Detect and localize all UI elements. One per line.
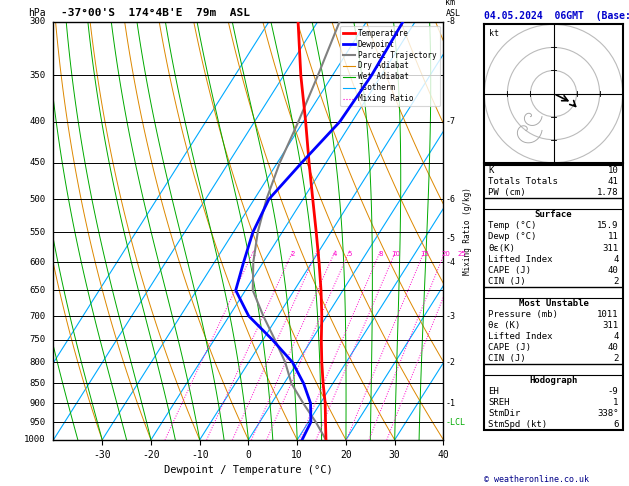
Text: 10: 10 <box>391 251 401 257</box>
Text: -6: -6 <box>445 195 455 204</box>
Text: 4: 4 <box>613 255 618 263</box>
Text: hPa: hPa <box>28 8 46 17</box>
Text: 338°: 338° <box>597 409 618 418</box>
Text: 4: 4 <box>613 332 618 341</box>
Text: 1000: 1000 <box>24 435 46 444</box>
Text: θε (K): θε (K) <box>489 321 521 330</box>
Text: 750: 750 <box>30 335 46 345</box>
Text: CIN (J): CIN (J) <box>489 277 526 286</box>
Text: -9: -9 <box>608 387 618 396</box>
Text: Dewp (°C): Dewp (°C) <box>489 232 537 242</box>
Text: kt: kt <box>489 29 499 38</box>
Text: 450: 450 <box>30 158 46 167</box>
Text: 15: 15 <box>420 251 429 257</box>
Text: © weatheronline.co.uk: © weatheronline.co.uk <box>484 474 589 484</box>
Text: Surface: Surface <box>535 210 572 219</box>
Text: 400: 400 <box>30 117 46 126</box>
Text: 311: 311 <box>603 321 618 330</box>
Text: km
ASL: km ASL <box>445 0 460 17</box>
Text: 850: 850 <box>30 379 46 388</box>
Text: -37°00'S  174°4B'E  79m  ASL: -37°00'S 174°4B'E 79m ASL <box>61 8 250 17</box>
Text: StmSpd (kt): StmSpd (kt) <box>489 420 548 429</box>
Text: PW (cm): PW (cm) <box>489 189 526 197</box>
Text: Hodograph: Hodograph <box>530 376 577 385</box>
Text: 700: 700 <box>30 312 46 320</box>
Text: 1: 1 <box>252 251 256 257</box>
Text: 20: 20 <box>441 251 450 257</box>
Text: -3: -3 <box>445 312 455 320</box>
Text: -LCL: -LCL <box>445 417 465 427</box>
Text: -1: -1 <box>445 399 455 408</box>
Text: 600: 600 <box>30 258 46 267</box>
Text: Lifted Index: Lifted Index <box>489 255 553 263</box>
Text: 1011: 1011 <box>597 310 618 319</box>
Text: 8: 8 <box>379 251 383 257</box>
Text: 550: 550 <box>30 228 46 237</box>
Text: CAPE (J): CAPE (J) <box>489 343 532 352</box>
Text: 5: 5 <box>347 251 352 257</box>
Text: 41: 41 <box>608 177 618 186</box>
Text: -5: -5 <box>445 234 455 243</box>
Text: Pressure (mb): Pressure (mb) <box>489 310 559 319</box>
Text: θε(K): θε(K) <box>489 243 515 253</box>
Text: Mixing Ratio (g/kg): Mixing Ratio (g/kg) <box>463 187 472 275</box>
Text: 1: 1 <box>613 398 618 407</box>
Text: 04.05.2024  06GMT  (Base: 06): 04.05.2024 06GMT (Base: 06) <box>484 11 629 21</box>
X-axis label: Dewpoint / Temperature (°C): Dewpoint / Temperature (°C) <box>164 465 333 475</box>
Text: 800: 800 <box>30 358 46 367</box>
Text: -2: -2 <box>445 358 455 367</box>
Text: 950: 950 <box>30 417 46 427</box>
Text: K: K <box>489 166 494 175</box>
Text: EH: EH <box>489 387 499 396</box>
Text: 11: 11 <box>608 232 618 242</box>
Text: 900: 900 <box>30 399 46 408</box>
Text: CAPE (J): CAPE (J) <box>489 265 532 275</box>
Text: CIN (J): CIN (J) <box>489 354 526 363</box>
Text: 2: 2 <box>613 277 618 286</box>
Text: 15.9: 15.9 <box>597 222 618 230</box>
Text: Most Unstable: Most Unstable <box>518 299 589 308</box>
Text: 350: 350 <box>30 71 46 80</box>
Text: 3: 3 <box>315 251 320 257</box>
Text: 2: 2 <box>613 354 618 363</box>
Text: 10: 10 <box>608 166 618 175</box>
Text: -7: -7 <box>445 117 455 126</box>
Text: 40: 40 <box>608 343 618 352</box>
Text: 1.78: 1.78 <box>597 189 618 197</box>
Text: 311: 311 <box>603 243 618 253</box>
Text: Totals Totals: Totals Totals <box>489 177 559 186</box>
Text: Lifted Index: Lifted Index <box>489 332 553 341</box>
Text: -8: -8 <box>445 17 455 26</box>
Text: 40: 40 <box>608 265 618 275</box>
Text: 2: 2 <box>291 251 295 257</box>
Text: 300: 300 <box>30 17 46 26</box>
Text: 25: 25 <box>458 251 467 257</box>
Text: SREH: SREH <box>489 398 510 407</box>
Text: Temp (°C): Temp (°C) <box>489 222 537 230</box>
Text: -4: -4 <box>445 258 455 267</box>
Legend: Temperature, Dewpoint, Parcel Trajectory, Dry Adiabat, Wet Adiabat, Isotherm, Mi: Temperature, Dewpoint, Parcel Trajectory… <box>340 26 440 106</box>
Text: 4: 4 <box>333 251 337 257</box>
Text: 650: 650 <box>30 286 46 295</box>
Text: 6: 6 <box>613 420 618 429</box>
Text: StmDir: StmDir <box>489 409 521 418</box>
Text: 500: 500 <box>30 195 46 204</box>
